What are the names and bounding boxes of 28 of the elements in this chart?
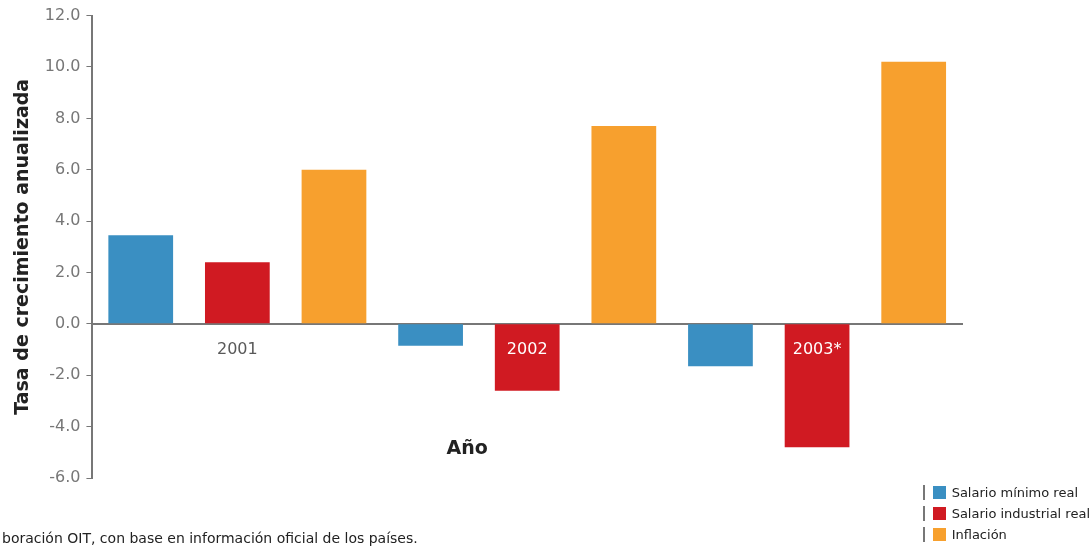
y-tick-label: 2.0 — [54, 261, 81, 281]
y-tick-label: -4.0 — [49, 415, 81, 435]
bar — [398, 324, 463, 346]
y-tick-label: 10.0 — [44, 56, 81, 76]
bar — [591, 126, 657, 324]
y-tick-label: 12.0 — [44, 4, 81, 24]
legend-label: Salario industrial real — [951, 506, 1090, 521]
x-axis-title: Año — [446, 435, 488, 458]
y-axis-title: Tasa de crecimiento anualizada — [10, 78, 33, 415]
y-tick-label: -2.0 — [49, 364, 81, 384]
y-tick-label: 8.0 — [54, 107, 81, 127]
y-tick-label: -6.0 — [49, 467, 81, 487]
x-tick-label: 2002 — [506, 339, 548, 359]
text: boración OIT, con base en información oficial de los países. — [2, 530, 418, 546]
bar — [881, 61, 947, 324]
y-tick-label: 6.0 — [54, 158, 81, 178]
bar — [494, 324, 560, 391]
legend-label: Inflación — [951, 527, 1007, 542]
bar — [688, 324, 753, 367]
y-tick-label: 0.0 — [54, 313, 81, 333]
bar — [784, 324, 850, 448]
bar — [108, 235, 174, 324]
bar — [301, 169, 367, 324]
x-tick-label: 2001 — [216, 339, 258, 359]
y-tick-label: 4.0 — [54, 210, 81, 230]
legend-label: Salario mínimo real — [951, 485, 1078, 500]
bar — [204, 262, 270, 324]
x-tick-label: 2003* — [792, 339, 842, 359]
